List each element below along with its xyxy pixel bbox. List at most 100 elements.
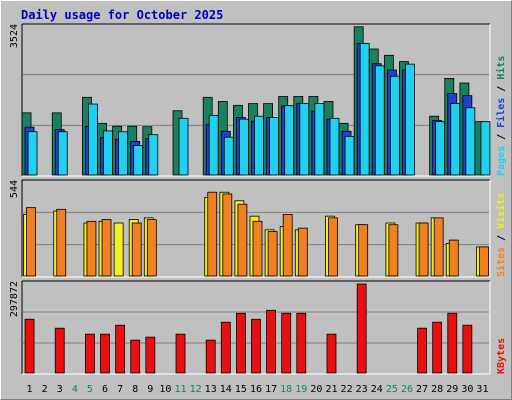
bar-sites-day-16 — [252, 220, 263, 277]
bar-kbytes-day-11 — [175, 333, 186, 374]
bar-pages-day-22 — [344, 135, 355, 176]
bar-pages-day-25 — [389, 75, 400, 176]
bar-pages-day-7 — [118, 131, 129, 176]
bar-sites-day-9 — [146, 219, 157, 277]
legend-1: Sites / Visits — [495, 193, 507, 277]
day-label-29: 29 — [446, 384, 458, 395]
bar-pages-day-28 — [435, 121, 446, 176]
bar-kbytes-day-8 — [130, 339, 141, 374]
bar-pages-day-31 — [480, 121, 491, 176]
day-label-7: 7 — [117, 384, 123, 395]
bar-pages-day-23 — [359, 43, 370, 176]
bar-sites-day-18 — [282, 214, 293, 277]
day-label-6: 6 — [102, 384, 108, 395]
bar-kbytes-day-18 — [281, 312, 292, 374]
bar-pages-day-17 — [269, 117, 279, 176]
bar-sites-day-21 — [328, 217, 338, 277]
bar-sites-day-15 — [237, 203, 248, 277]
y-max-label-0: 3524 — [9, 24, 20, 48]
bar-pages-day-29 — [450, 103, 461, 176]
day-label-25: 25 — [386, 384, 398, 395]
bar-sites-day-6 — [101, 219, 112, 277]
bar-pages-day-15 — [239, 118, 249, 176]
bar-sites-day-28 — [433, 217, 444, 277]
bar-pages-day-14 — [223, 136, 234, 176]
legend-sep: / — [496, 128, 507, 146]
bar-kbytes-day-16 — [251, 318, 261, 374]
legend-2: KBytes — [496, 338, 507, 374]
bar-pages-day-18 — [284, 105, 295, 176]
bar-sites-day-27 — [418, 222, 429, 277]
day-label-31: 31 — [476, 384, 488, 395]
bar-pages-day-11 — [178, 117, 189, 176]
day-label-8: 8 — [132, 384, 138, 395]
bar-pages-day-3 — [57, 131, 68, 176]
bar-kbytes-day-6 — [100, 333, 110, 374]
day-label-1: 1 — [27, 384, 33, 395]
bar-kbytes-day-17 — [266, 309, 276, 374]
legend-hits: Hits — [495, 56, 507, 80]
bar-kbytes-day-29 — [447, 312, 458, 374]
day-label-11: 11 — [174, 384, 186, 395]
y-max-label-1: 544 — [9, 180, 20, 198]
day-label-13: 13 — [205, 384, 217, 395]
bar-pages-day-1 — [27, 131, 38, 176]
day-label-30: 30 — [461, 384, 473, 395]
bar-pages-day-26 — [405, 63, 415, 176]
bar-kbytes-day-23 — [356, 283, 367, 374]
bar-sites-day-8 — [131, 222, 142, 277]
bar-sites-day-25 — [388, 224, 399, 277]
y-max-label-2: 297872 — [9, 281, 20, 317]
bar-pages-day-5 — [88, 103, 98, 176]
day-label-17: 17 — [265, 384, 277, 395]
legend-sep: / — [496, 229, 507, 247]
day-label-22: 22 — [341, 384, 353, 395]
bar-sites-day-17 — [267, 231, 278, 277]
bar-pages-day-6 — [103, 130, 113, 176]
bar-kbytes-day-27 — [417, 327, 427, 374]
day-label-24: 24 — [371, 384, 383, 395]
legend-visits: Visits — [495, 193, 507, 229]
bar-kbytes-day-14 — [220, 321, 231, 374]
bar-pages-day-20 — [314, 103, 325, 176]
bar-sites-day-13 — [207, 191, 218, 277]
bar-pages-day-30 — [465, 107, 476, 176]
bar-sites-day-23 — [358, 224, 369, 277]
bar-pages-day-9 — [148, 134, 159, 176]
bar-kbytes-day-13 — [205, 339, 216, 374]
day-label-23: 23 — [356, 384, 368, 395]
day-label-9: 9 — [147, 384, 153, 395]
day-label-19: 19 — [295, 384, 307, 395]
bar-sites-day-3 — [56, 208, 67, 277]
day-label-26: 26 — [401, 384, 413, 395]
bar-pages-day-19 — [299, 103, 310, 176]
bar-pages-day-13 — [208, 114, 219, 176]
day-label-20: 20 — [310, 384, 322, 395]
bar-visits-day-7 — [113, 222, 124, 277]
day-label-16: 16 — [250, 384, 262, 395]
legend-pages: Pages — [496, 146, 507, 176]
day-label-21: 21 — [325, 384, 337, 395]
day-label-15: 15 — [235, 384, 247, 395]
bar-kbytes-day-9 — [145, 336, 156, 374]
legend-sep: / — [496, 80, 507, 98]
bar-pages-day-16 — [254, 115, 264, 176]
bar-pages-day-8 — [133, 145, 144, 176]
day-label-27: 27 — [416, 384, 428, 395]
bar-sites-day-31 — [479, 246, 489, 277]
bar-kbytes-day-30 — [462, 324, 473, 374]
day-label-3: 3 — [57, 384, 63, 395]
bar-sites-day-5 — [86, 220, 97, 277]
legend-kbytes: KBytes — [496, 338, 507, 374]
bar-kbytes-day-5 — [85, 333, 95, 374]
bar-kbytes-day-3 — [54, 327, 65, 374]
day-label-5: 5 — [87, 384, 93, 395]
bar-sites-day-14 — [222, 193, 233, 277]
bar-kbytes-day-15 — [236, 312, 246, 374]
bar-pages-day-24 — [374, 65, 385, 176]
bar-pages-day-21 — [329, 117, 340, 176]
bar-kbytes-day-19 — [296, 312, 307, 374]
day-label-2: 2 — [42, 384, 48, 395]
day-label-10: 10 — [159, 384, 171, 395]
